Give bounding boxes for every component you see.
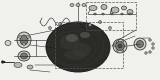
- Ellipse shape: [102, 13, 104, 15]
- Ellipse shape: [80, 32, 90, 38]
- Ellipse shape: [76, 4, 80, 6]
- Ellipse shape: [19, 36, 21, 38]
- Ellipse shape: [14, 62, 22, 68]
- Polygon shape: [2, 61, 5, 63]
- Ellipse shape: [116, 42, 124, 50]
- Ellipse shape: [113, 39, 127, 53]
- Ellipse shape: [111, 7, 119, 13]
- Ellipse shape: [20, 53, 28, 59]
- Ellipse shape: [5, 40, 11, 46]
- Ellipse shape: [127, 10, 133, 14]
- Ellipse shape: [94, 13, 96, 15]
- Ellipse shape: [118, 44, 122, 48]
- Ellipse shape: [66, 34, 78, 42]
- Ellipse shape: [145, 52, 147, 54]
- Ellipse shape: [88, 24, 92, 26]
- Ellipse shape: [89, 6, 97, 10]
- Ellipse shape: [122, 50, 124, 52]
- Ellipse shape: [114, 45, 115, 47]
- Ellipse shape: [101, 4, 107, 10]
- Ellipse shape: [149, 39, 151, 41]
- Ellipse shape: [73, 43, 91, 57]
- Ellipse shape: [27, 65, 33, 69]
- Bar: [86, 2, 136, 30]
- Ellipse shape: [18, 51, 30, 61]
- Ellipse shape: [116, 40, 118, 42]
- Ellipse shape: [27, 36, 29, 38]
- Ellipse shape: [23, 43, 25, 45]
- Ellipse shape: [70, 4, 74, 6]
- Ellipse shape: [125, 45, 126, 47]
- Ellipse shape: [149, 51, 151, 53]
- Ellipse shape: [17, 32, 31, 48]
- Ellipse shape: [99, 20, 101, 24]
- Ellipse shape: [152, 47, 154, 49]
- Ellipse shape: [129, 13, 131, 15]
- Ellipse shape: [20, 35, 28, 45]
- Ellipse shape: [121, 13, 123, 15]
- Ellipse shape: [111, 13, 113, 15]
- Ellipse shape: [64, 50, 86, 60]
- Ellipse shape: [136, 40, 144, 48]
- Bar: [55, 22, 123, 68]
- Ellipse shape: [60, 34, 80, 50]
- Ellipse shape: [116, 50, 118, 52]
- Ellipse shape: [48, 26, 52, 30]
- Ellipse shape: [134, 38, 146, 50]
- Ellipse shape: [121, 6, 127, 10]
- Ellipse shape: [122, 40, 124, 42]
- Ellipse shape: [59, 22, 61, 26]
- Ellipse shape: [82, 4, 86, 6]
- Ellipse shape: [152, 43, 154, 45]
- Ellipse shape: [46, 22, 110, 72]
- Ellipse shape: [108, 26, 112, 30]
